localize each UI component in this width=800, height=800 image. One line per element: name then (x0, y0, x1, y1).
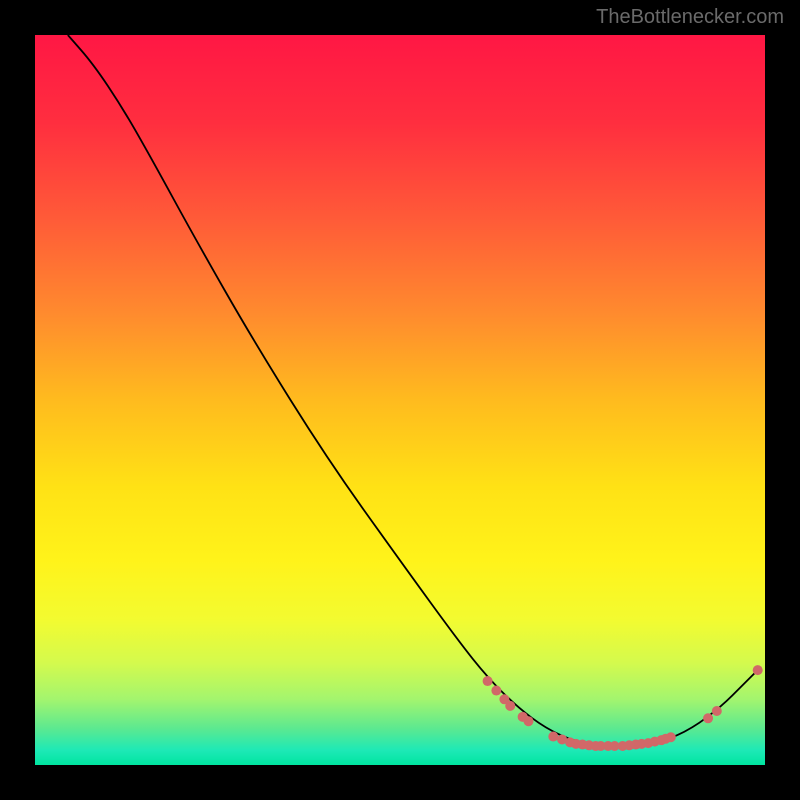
data-marker (491, 686, 501, 696)
data-marker (505, 701, 515, 711)
chart-overlay (35, 35, 765, 765)
data-marker (703, 713, 713, 723)
data-marker (712, 706, 722, 716)
watermark: TheBottlenecker.com (596, 6, 784, 29)
data-markers (483, 665, 763, 751)
data-marker (666, 732, 676, 742)
chart-plot-area (35, 35, 765, 765)
bottleneck-curve (68, 35, 758, 746)
data-marker (548, 732, 558, 742)
data-marker (483, 676, 493, 686)
data-marker (753, 665, 763, 675)
data-marker (523, 716, 533, 726)
